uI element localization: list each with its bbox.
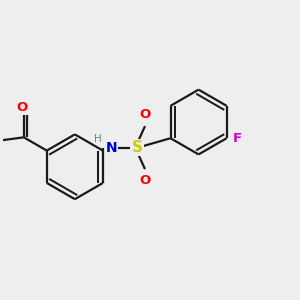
Text: S: S (132, 140, 143, 155)
Text: N: N (106, 141, 118, 154)
Text: F: F (233, 132, 242, 145)
Text: O: O (140, 108, 151, 122)
Text: O: O (140, 174, 151, 187)
Text: H: H (94, 134, 101, 144)
Text: O: O (17, 101, 28, 114)
